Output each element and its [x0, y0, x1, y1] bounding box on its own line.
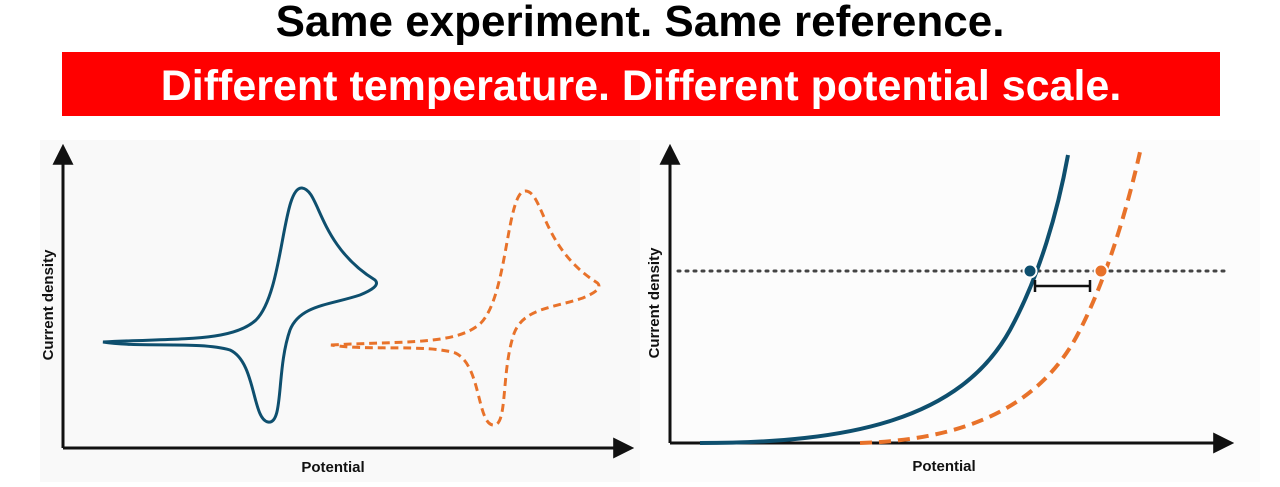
shift-bracket — [1033, 280, 1092, 292]
subtitle: Different temperature. Different potenti… — [161, 62, 1122, 110]
y-label: Current density — [40, 249, 57, 361]
cv-curve-orange — [330, 189, 601, 427]
marker-orange — [1093, 263, 1109, 279]
x-label: Potential — [912, 458, 975, 475]
panel-bg — [40, 140, 640, 482]
title: Same experiment. Same reference. — [276, 0, 1005, 46]
left-panel: Current density Potential — [40, 140, 640, 482]
polarization-curve-blue — [699, 154, 1070, 445]
panel-bg — [640, 140, 1260, 482]
subtitle-band — [62, 52, 1220, 116]
y-label: Current density — [646, 247, 663, 359]
x-label: Potential — [301, 459, 364, 476]
marker-blue — [1022, 263, 1038, 279]
polarization-curve-orange — [859, 151, 1142, 445]
right-panel: Current density Potential — [640, 140, 1260, 482]
cv-curve-blue — [102, 186, 378, 424]
